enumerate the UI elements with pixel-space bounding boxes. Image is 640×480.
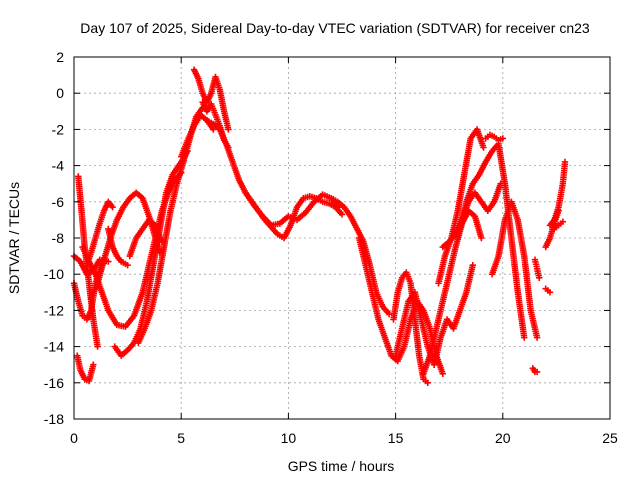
data-point [210,126,217,133]
x-tick-label: 25 [602,430,618,446]
y-tick-label: -8 [52,230,65,246]
data-point [536,274,543,282]
data-point [334,204,341,211]
series-track-30 [542,285,554,296]
series-track-25 [456,140,528,341]
y-tick-label: -2 [52,121,65,137]
series-track-19 [390,269,431,386]
data-point [338,211,346,218]
data-point [521,334,528,341]
series-track-15 [203,117,346,242]
data-point [94,343,101,350]
data-point [546,289,554,296]
data-point [124,261,131,269]
series-track-12 [178,111,217,160]
y-tick-label: -14 [44,339,64,355]
y-tick-label: -18 [44,411,64,427]
series-track-10 [126,216,166,260]
series-track-13 [190,66,232,133]
y-axis-label: SDTVAR / TECUs [6,182,22,294]
series-track-08 [105,225,131,269]
y-tick-label: -16 [44,375,64,391]
series-track-26 [482,131,506,144]
data-point [559,218,567,225]
data-point [480,144,487,151]
y-tick-labels: 2 0 -2 -4 -6 -8 -10 -12 -14 -16 -18 [44,49,64,427]
axis-ticks [73,56,611,420]
series-track-06 [83,198,116,269]
y-tick-label: -12 [44,302,64,318]
series-track-27 [488,198,541,341]
data-point [424,379,431,386]
series-track-28 [529,365,541,376]
y-tick-label: -6 [52,194,65,210]
series-track-33 [551,218,567,233]
chart-title: Day 107 of 2025, Sidereal Day-to-day VTE… [80,20,590,36]
data-point [90,361,97,368]
series-track-29 [531,256,543,282]
data-point [561,158,569,166]
series-track-17 [328,194,393,318]
series-track-16 [242,189,341,229]
x-tick-label: 10 [281,430,297,446]
x-tick-label: 20 [495,430,511,446]
data-point [469,261,476,269]
data-point [533,368,541,376]
y-tick-label: -4 [52,158,65,174]
data-point [385,310,393,318]
data-point [478,234,485,242]
y-tick-label: 2 [56,49,64,65]
data-point [533,334,541,341]
x-tick-label: 5 [177,430,185,446]
x-axis-label: GPS time / hours [288,458,395,474]
x-tick-labels: 0 5 10 15 20 25 [70,430,618,446]
series-track-32 [546,158,569,229]
data-point [109,204,116,211]
series-track-23 [435,126,487,287]
x-tick-label: 15 [388,430,404,446]
data-point [499,135,506,142]
y-tick-label: -10 [44,266,64,282]
data-point [439,370,446,377]
x-tick-label: 0 [70,430,78,446]
series-track-22 [430,261,476,368]
y-tick-label: 0 [56,85,64,101]
data-point [225,126,232,133]
series-track-03 [74,352,97,385]
data-points [70,66,569,386]
